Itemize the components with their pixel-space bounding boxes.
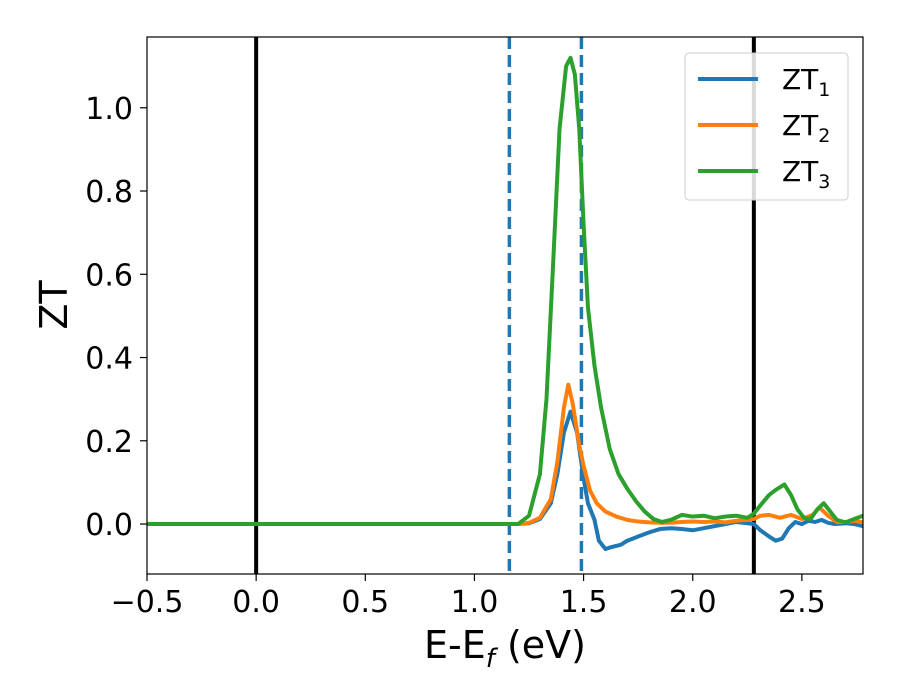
- y-axis: 0.0 0.2 0.4 0.6 0.8 1.0: [85, 92, 147, 543]
- y-axis-label: ZT: [32, 280, 76, 330]
- y-tick-label: 0.6: [85, 258, 133, 293]
- y-tick-label: 0.8: [85, 175, 133, 210]
- y-tick-label: 1.0: [85, 92, 133, 127]
- x-tick-label: 2.0: [669, 585, 717, 620]
- x-tick-label: 1.5: [560, 585, 608, 620]
- legend: ZT1 ZT2 ZT3: [684, 52, 849, 201]
- series-lines: [147, 55, 863, 552]
- reference-lines: [254, 37, 756, 574]
- x-tick-label: 1.0: [451, 585, 499, 620]
- y-tick-label: 0.0: [85, 508, 133, 543]
- plot-frame: [146, 36, 864, 575]
- legend-label-zt1: ZT1: [782, 63, 830, 101]
- legend-label-zt2: ZT2: [782, 109, 830, 147]
- legend-label-zt3: ZT3: [782, 155, 830, 193]
- x-tick-label: 0.5: [341, 585, 389, 620]
- y-tick-label: 0.2: [85, 425, 133, 460]
- x-axis-label: E-Ef (eV): [424, 623, 586, 674]
- legend-box: [684, 52, 849, 201]
- x-axis: −0.5 0.0 0.5 1.0 1.5 2.0 2.5: [111, 574, 826, 620]
- x-tick-label: 2.5: [778, 585, 826, 620]
- y-tick-label: 0.4: [85, 342, 133, 377]
- series-line-zt3: [147, 55, 863, 527]
- x-tick-label: 0.0: [232, 585, 280, 620]
- series-line-zt1: [147, 409, 863, 552]
- x-tick-label: −0.5: [111, 585, 184, 620]
